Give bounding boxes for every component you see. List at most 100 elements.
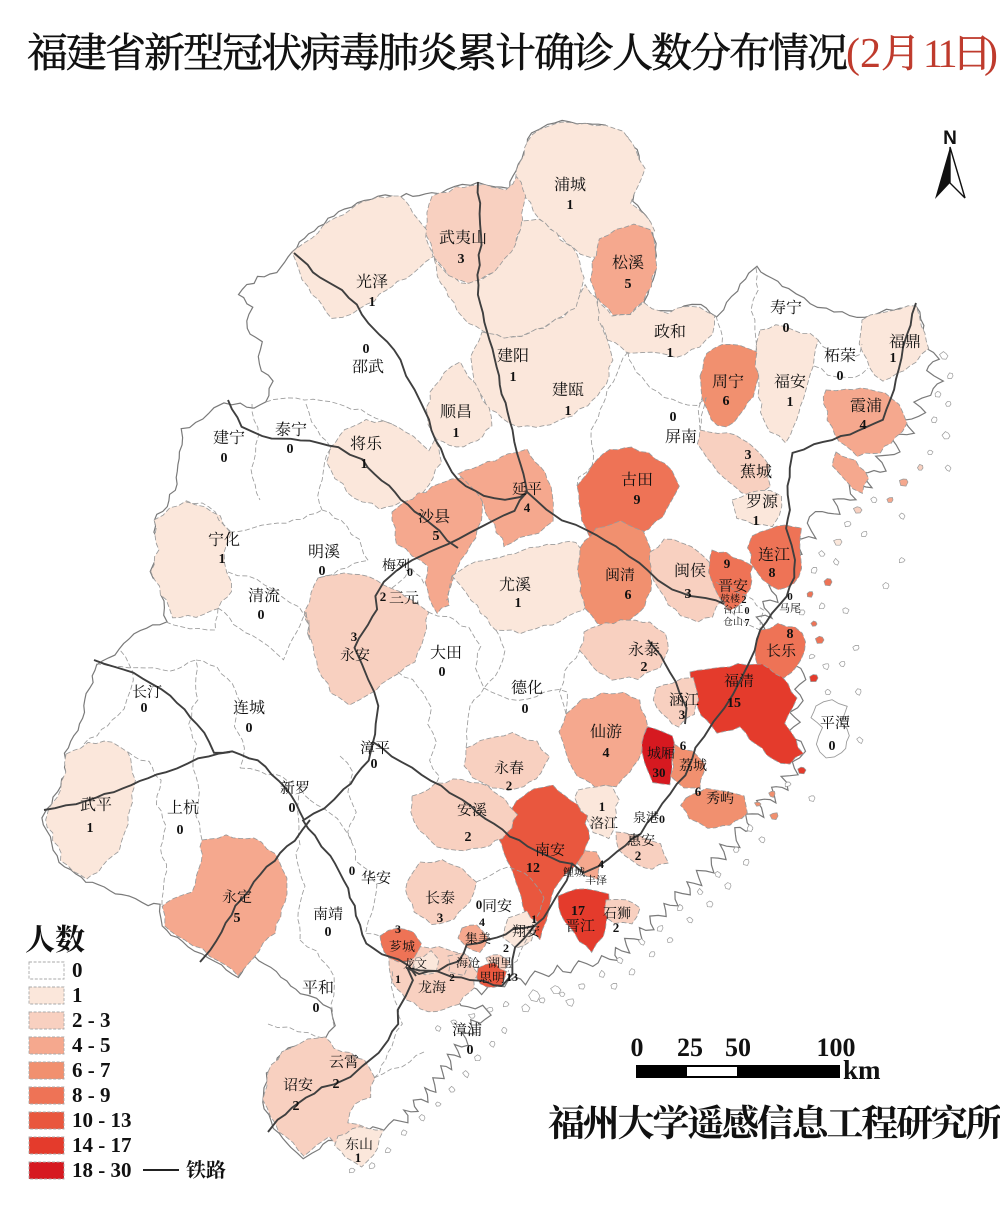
svg-text:(2: (2 <box>846 31 881 77</box>
svg-text:11: 11 <box>923 31 956 76</box>
svg-text:2: 2 <box>635 848 642 863</box>
svg-text:1: 1 <box>515 596 522 611</box>
svg-text:3: 3 <box>437 910 444 925</box>
svg-text:0: 0 <box>371 757 378 772</box>
svg-text:4 - 5: 4 - 5 <box>72 1033 111 1057</box>
svg-text:8: 8 <box>769 566 776 581</box>
svg-text:18 - 30: 18 - 30 <box>72 1158 132 1182</box>
svg-text:7: 7 <box>745 618 750 629</box>
svg-text:30: 30 <box>653 765 666 780</box>
svg-text:3: 3 <box>745 448 752 463</box>
svg-text:1: 1 <box>453 426 460 441</box>
svg-text:0: 0 <box>363 342 370 357</box>
svg-text:0: 0 <box>670 410 677 425</box>
svg-text:4: 4 <box>860 418 867 433</box>
svg-text:1: 1 <box>753 514 760 529</box>
svg-text:1: 1 <box>667 346 674 361</box>
svg-text:0: 0 <box>258 608 265 623</box>
svg-text:1: 1 <box>787 395 794 410</box>
svg-text:8: 8 <box>787 627 794 642</box>
svg-text:1: 1 <box>369 295 376 310</box>
svg-text:0: 0 <box>325 925 332 940</box>
svg-text:0: 0 <box>313 1001 320 1016</box>
svg-text:6 - 7: 6 - 7 <box>72 1058 111 1082</box>
svg-text:4: 4 <box>524 500 531 515</box>
svg-text:1: 1 <box>510 370 517 385</box>
svg-text:1: 1 <box>565 404 572 419</box>
svg-text:6: 6 <box>680 738 687 753</box>
svg-text:4: 4 <box>603 746 610 761</box>
svg-text:14 - 17: 14 - 17 <box>72 1133 132 1157</box>
svg-text:2: 2 <box>742 595 747 606</box>
svg-text:5: 5 <box>625 277 632 292</box>
svg-text:): ) <box>984 31 998 77</box>
svg-text:17: 17 <box>571 904 585 919</box>
svg-text:9: 9 <box>634 493 641 508</box>
svg-text:3: 3 <box>458 252 465 267</box>
svg-text:3: 3 <box>395 922 401 936</box>
svg-text:0: 0 <box>659 812 665 826</box>
svg-text:2: 2 <box>641 660 648 675</box>
svg-text:2: 2 <box>506 778 513 793</box>
svg-text:0: 0 <box>745 606 750 617</box>
svg-text:1: 1 <box>219 552 226 567</box>
svg-text:4: 4 <box>598 857 604 871</box>
svg-text:0: 0 <box>177 823 184 838</box>
svg-text:25: 25 <box>677 1033 703 1062</box>
svg-text:0: 0 <box>439 665 446 680</box>
svg-text:0: 0 <box>289 801 296 816</box>
svg-text:2: 2 <box>503 941 509 955</box>
svg-text:10 - 13: 10 - 13 <box>72 1108 132 1132</box>
svg-text:0: 0 <box>522 702 529 717</box>
svg-text:8 - 9: 8 - 9 <box>72 1083 111 1107</box>
svg-text:2: 2 <box>449 972 455 984</box>
svg-text:1: 1 <box>531 912 537 926</box>
svg-text:4: 4 <box>479 915 485 929</box>
svg-text:12: 12 <box>526 861 540 876</box>
svg-text:13: 13 <box>506 970 518 984</box>
svg-text:2: 2 <box>333 1077 340 1092</box>
svg-text:2 - 3: 2 - 3 <box>72 1008 111 1032</box>
svg-text:1: 1 <box>87 821 94 836</box>
svg-text:0: 0 <box>787 591 793 603</box>
svg-text:50: 50 <box>725 1033 751 1062</box>
svg-text:6: 6 <box>625 588 632 603</box>
svg-text:2: 2 <box>613 920 620 935</box>
svg-text:1: 1 <box>72 983 83 1007</box>
svg-text:6: 6 <box>723 394 730 409</box>
svg-text:3: 3 <box>679 707 686 722</box>
svg-text:1: 1 <box>361 457 368 472</box>
svg-text:0: 0 <box>319 564 326 579</box>
svg-text:1: 1 <box>890 351 897 366</box>
svg-text:15: 15 <box>727 696 741 711</box>
svg-text:N: N <box>943 128 957 149</box>
svg-text:3: 3 <box>685 587 692 602</box>
svg-text:2: 2 <box>293 1099 300 1114</box>
svg-text:2: 2 <box>465 830 472 845</box>
svg-text:0: 0 <box>783 321 790 336</box>
svg-text:5: 5 <box>433 529 440 544</box>
svg-text:9: 9 <box>724 556 731 571</box>
svg-text:0: 0 <box>407 565 413 579</box>
svg-text:1: 1 <box>599 799 606 814</box>
svg-text:0: 0 <box>467 1043 474 1058</box>
svg-text:2: 2 <box>380 589 387 604</box>
svg-text:100: 100 <box>817 1033 856 1062</box>
svg-text:0: 0 <box>287 442 294 457</box>
svg-text:0: 0 <box>221 451 228 466</box>
svg-text:1: 1 <box>355 1150 362 1165</box>
svg-text:0: 0 <box>349 863 356 878</box>
svg-text:km: km <box>843 1055 881 1085</box>
svg-text:0: 0 <box>72 958 83 982</box>
svg-text:0: 0 <box>476 897 483 912</box>
svg-text:0: 0 <box>246 721 253 736</box>
svg-text:1: 1 <box>395 972 401 986</box>
svg-text:5: 5 <box>234 911 241 926</box>
svg-text:3: 3 <box>351 629 358 644</box>
svg-text:0: 0 <box>631 1033 644 1062</box>
svg-text:0: 0 <box>829 739 836 754</box>
svg-text:0: 0 <box>837 369 844 384</box>
svg-text:0: 0 <box>141 701 148 716</box>
svg-text:6: 6 <box>695 784 702 799</box>
svg-text:1: 1 <box>567 198 574 213</box>
